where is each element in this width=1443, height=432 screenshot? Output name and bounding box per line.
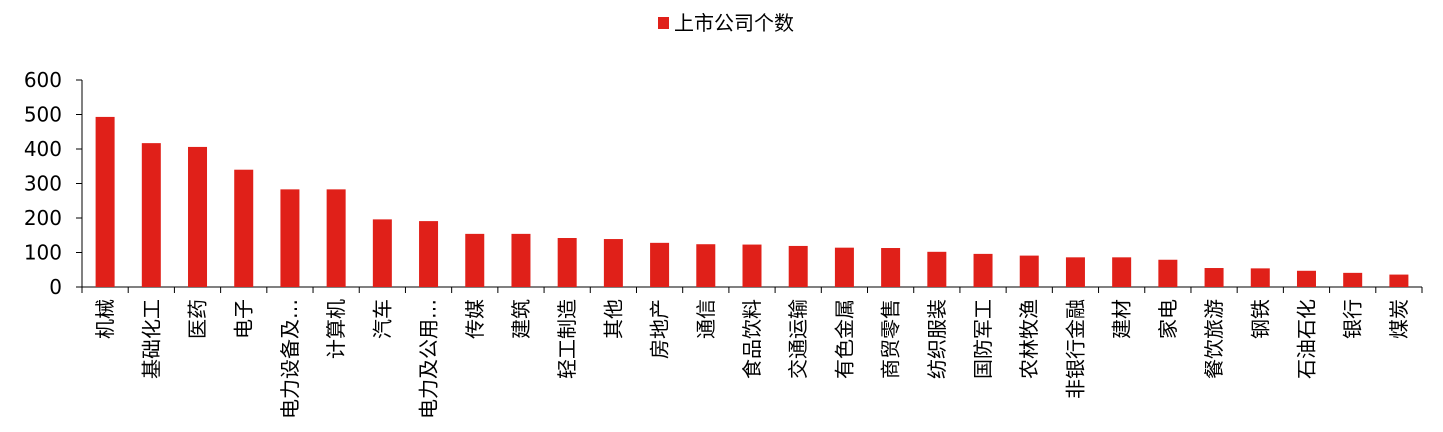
category-label: 商贸零售 [879,299,903,379]
category-label: 交通运输 [786,299,810,379]
category-label: 电力及公用… [417,299,441,419]
category-label: 汽车 [370,299,394,339]
y-tick-label: 600 [24,68,62,92]
y-axis: 0 100 200 300 400 500 600 [24,68,83,299]
y-tick-label: 200 [24,206,62,230]
bar-其他 [603,239,623,287]
category-label: 医药 [186,299,210,339]
category-label: 电子 [232,299,256,339]
category-label: 计算机 [324,299,348,359]
bar-电力及公用… [419,221,439,287]
bar-纺织服装 [927,251,947,287]
bar-国防军工 [973,253,993,287]
category-label: 轻工制造 [555,299,579,379]
category-label: 通信 [694,299,718,339]
category-label: 农林牧渔 [1017,299,1041,379]
bar-煤炭 [1389,274,1409,287]
y-tick-label: 0 [49,275,62,299]
category-label: 机械 [93,299,117,339]
category-label: 纺织服装 [925,299,949,379]
bar-石油石化 [1296,270,1316,287]
bar-房地产 [650,242,670,287]
bar-交通运输 [788,245,808,287]
bar-计算机 [326,189,346,287]
bar-医药 [188,146,208,287]
category-label: 传媒 [463,299,487,339]
bar-机械 [95,116,115,287]
category-label: 有色金属 [832,299,856,379]
bar-非银行金融 [1065,257,1085,287]
y-tick-label: 300 [24,172,62,196]
category-label: 建材 [1110,299,1134,339]
legend-label: 上市公司个数 [674,11,794,35]
category-label: 房地产 [648,299,672,359]
category-label: 钢铁 [1248,299,1272,339]
bar-商贸零售 [881,248,901,287]
legend: 上市公司个数 [658,11,794,35]
category-label: 非银行金融 [1063,299,1087,399]
category-label: 家电 [1156,299,1180,339]
bar-传媒 [465,233,485,287]
bar-电子 [234,169,254,287]
y-tick-label: 100 [24,241,62,265]
category-label: 餐饮旅游 [1202,299,1226,379]
bar-建材 [1112,257,1132,287]
legend-swatch [658,17,669,29]
y-tick-label: 400 [24,137,62,161]
bar-家电 [1158,259,1178,287]
bar-钢铁 [1250,268,1270,287]
category-label: 银行 [1341,299,1365,339]
bar-汽车 [372,219,392,287]
y-tick-label: 500 [24,103,62,127]
bar-银行 [1343,272,1363,287]
category-label: 其他 [601,299,625,339]
bars [95,116,1409,287]
bar-电力设备及… [280,189,300,287]
category-label: 基础化工 [139,299,163,379]
bar-基础化工 [141,143,161,287]
bar-轻工制造 [557,238,577,287]
bar-餐饮旅游 [1204,268,1224,287]
bar-有色金属 [834,247,854,287]
bar-建筑 [511,233,531,287]
category-label: 石油石化 [1294,299,1318,379]
category-label: 电力设备及… [278,299,302,419]
category-label: 国防军工 [971,299,995,379]
category-label: 煤炭 [1387,299,1411,339]
category-labels: 机械 基础化工 医药 电子 电力设备及… 计算机 汽车 电力及公用… 传媒 建筑 轻工制造 其他 房地产… [93,299,1411,419]
category-label: 建筑 [509,299,533,339]
category-label: 食品饮料 [740,299,764,379]
x-axis [81,286,1423,293]
bar-通信 [696,244,716,287]
bar-农林牧渔 [1019,255,1039,287]
bar-食品饮料 [742,244,762,287]
